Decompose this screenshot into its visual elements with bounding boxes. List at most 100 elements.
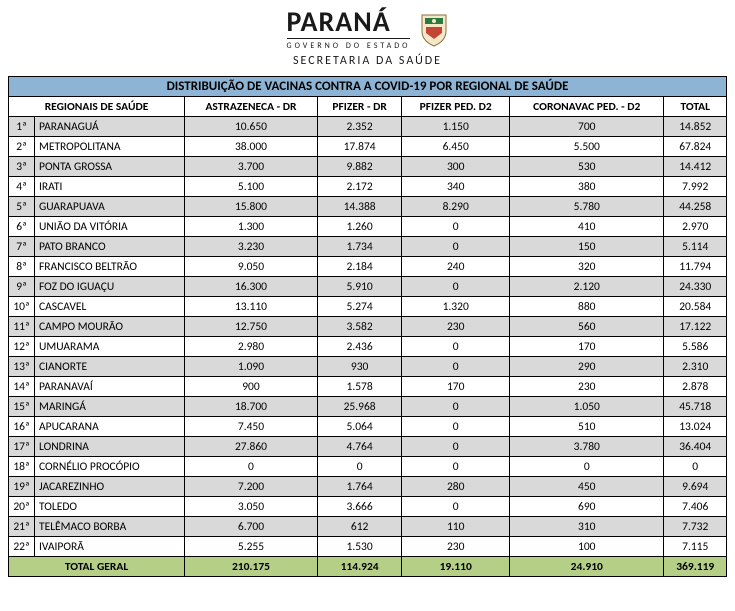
row-number: 4ª bbox=[9, 177, 35, 197]
row-value: 0 bbox=[402, 437, 510, 457]
brand-title: PARANÁ bbox=[287, 8, 411, 36]
row-value: 24.330 bbox=[664, 277, 727, 297]
row-value: 16.300 bbox=[185, 277, 318, 297]
row-value: 1.734 bbox=[317, 237, 401, 257]
row-value: 5.500 bbox=[510, 137, 664, 157]
row-value: 9.694 bbox=[664, 477, 727, 497]
row-value: 18.700 bbox=[185, 397, 318, 417]
row-value: 14.388 bbox=[317, 197, 401, 217]
row-value: 0 bbox=[402, 337, 510, 357]
row-value: 150 bbox=[510, 237, 664, 257]
row-value: 0 bbox=[402, 457, 510, 477]
row-value: 15.800 bbox=[185, 197, 318, 217]
row-number: 12ª bbox=[9, 337, 35, 357]
row-name: PARANAGUÁ bbox=[35, 117, 185, 137]
row-value: 690 bbox=[510, 497, 664, 517]
row-value: 13.024 bbox=[664, 417, 727, 437]
row-number: 18ª bbox=[9, 457, 35, 477]
table-row: 22ªIVAIPORÃ5.2551.5302301007.115 bbox=[9, 537, 727, 557]
row-value: 170 bbox=[402, 377, 510, 397]
row-value: 2.184 bbox=[317, 257, 401, 277]
row-number: 16ª bbox=[9, 417, 35, 437]
row-value: 3.582 bbox=[317, 317, 401, 337]
row-name: UNIÃO DA VITÓRIA bbox=[35, 217, 185, 237]
row-name: PATO BRANCO bbox=[35, 237, 185, 257]
row-value: 11.794 bbox=[664, 257, 727, 277]
row-value: 5.255 bbox=[185, 537, 318, 557]
row-value: 27.860 bbox=[185, 437, 318, 457]
row-value: 8.290 bbox=[402, 197, 510, 217]
row-value: 7.115 bbox=[664, 537, 727, 557]
row-value: 5.064 bbox=[317, 417, 401, 437]
row-value: 7.450 bbox=[185, 417, 318, 437]
brand-subtitle: GOVERNO DO ESTADO bbox=[287, 38, 411, 51]
row-value: 2.172 bbox=[317, 177, 401, 197]
row-value: 3.666 bbox=[317, 497, 401, 517]
row-value: 280 bbox=[402, 477, 510, 497]
row-name: MARINGÁ bbox=[35, 397, 185, 417]
row-value: 14.412 bbox=[664, 157, 727, 177]
row-value: 1.260 bbox=[317, 217, 401, 237]
col-header-astrazeneca: ASTRAZENECA - DR bbox=[185, 97, 318, 117]
row-value: 230 bbox=[510, 377, 664, 397]
row-number: 11ª bbox=[9, 317, 35, 337]
row-value: 3.780 bbox=[510, 437, 664, 457]
row-name: CORNÉLIO PROCÓPIO bbox=[35, 457, 185, 477]
row-value: 36.404 bbox=[664, 437, 727, 457]
row-value: 380 bbox=[510, 177, 664, 197]
row-value: 7.406 bbox=[664, 497, 727, 517]
row-value: 510 bbox=[510, 417, 664, 437]
row-value: 560 bbox=[510, 317, 664, 337]
table-row: 11ªCAMPO MOURÃO12.7503.58223056017.122 bbox=[9, 317, 727, 337]
row-value: 13.110 bbox=[185, 297, 318, 317]
row-value: 3.050 bbox=[185, 497, 318, 517]
row-value: 2.352 bbox=[317, 117, 401, 137]
total-total: 369.119 bbox=[664, 557, 727, 577]
row-value: 230 bbox=[402, 317, 510, 337]
row-value: 230 bbox=[402, 537, 510, 557]
row-value: 67.824 bbox=[664, 137, 727, 157]
row-number: 3ª bbox=[9, 157, 35, 177]
table-row: 12ªUMUARAMA2.9802.43601705.586 bbox=[9, 337, 727, 357]
row-value: 5.586 bbox=[664, 337, 727, 357]
table-row: 1ªPARANAGUÁ10.6502.3521.15070014.852 bbox=[9, 117, 727, 137]
row-number: 20ª bbox=[9, 497, 35, 517]
row-value: 0 bbox=[185, 457, 318, 477]
row-value: 2.878 bbox=[664, 377, 727, 397]
row-value: 38.000 bbox=[185, 137, 318, 157]
row-name: UMUARAMA bbox=[35, 337, 185, 357]
row-value: 450 bbox=[510, 477, 664, 497]
row-number: 6ª bbox=[9, 217, 35, 237]
row-value: 1.300 bbox=[185, 217, 318, 237]
row-number: 21ª bbox=[9, 517, 35, 537]
row-value: 0 bbox=[402, 237, 510, 257]
col-header-pfizer: PFIZER - DR bbox=[317, 97, 401, 117]
row-value: 880 bbox=[510, 297, 664, 317]
row-number: 5ª bbox=[9, 197, 35, 217]
table-row: 21ªTELÊMACO BORBA6.7006121103107.732 bbox=[9, 517, 727, 537]
table-row: 3ªPONTA GROSSA3.7009.88230053014.412 bbox=[9, 157, 727, 177]
vaccine-distribution-table: DISTRIBUIÇÃO DE VACINAS CONTRA A COVID-1… bbox=[8, 76, 727, 577]
row-value: 930 bbox=[317, 357, 401, 377]
row-value: 5.910 bbox=[317, 277, 401, 297]
row-value: 2.980 bbox=[185, 337, 318, 357]
row-name: GUARAPUAVA bbox=[35, 197, 185, 217]
col-header-total: TOTAL bbox=[664, 97, 727, 117]
row-number: 2ª bbox=[9, 137, 35, 157]
row-value: 900 bbox=[185, 377, 318, 397]
row-name: IVAIPORÃ bbox=[35, 537, 185, 557]
table-row: 7ªPATO BRANCO3.2301.73401505.114 bbox=[9, 237, 727, 257]
row-value: 290 bbox=[510, 357, 664, 377]
row-value: 2.970 bbox=[664, 217, 727, 237]
row-value: 14.852 bbox=[664, 117, 727, 137]
table-row: 5ªGUARAPUAVA15.80014.3888.2905.78044.258 bbox=[9, 197, 727, 217]
row-value: 6.700 bbox=[185, 517, 318, 537]
table-row: 19ªJACAREZINHO7.2001.7642804509.694 bbox=[9, 477, 727, 497]
row-value: 17.874 bbox=[317, 137, 401, 157]
row-value: 300 bbox=[402, 157, 510, 177]
row-value: 4.764 bbox=[317, 437, 401, 457]
row-value: 45.718 bbox=[664, 397, 727, 417]
table-row: 4ªIRATI5.1002.1723403807.992 bbox=[9, 177, 727, 197]
row-value: 612 bbox=[317, 517, 401, 537]
row-value: 0 bbox=[664, 457, 727, 477]
